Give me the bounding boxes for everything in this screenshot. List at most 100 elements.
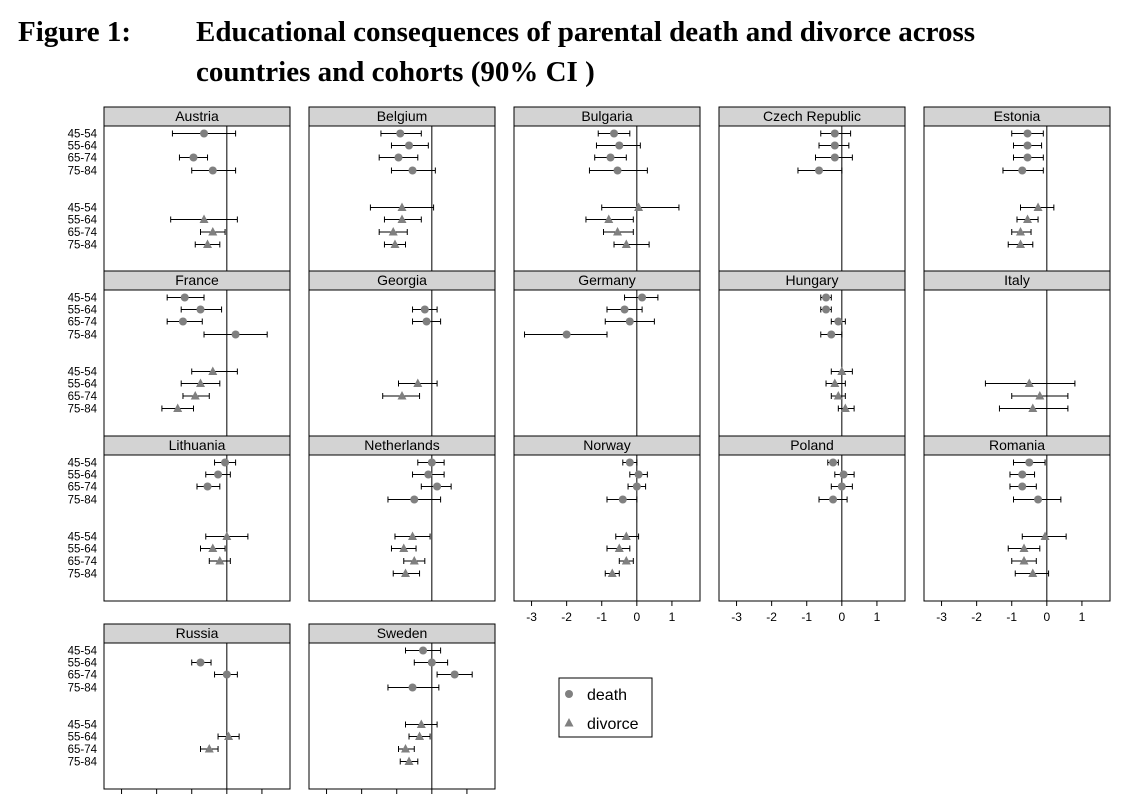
y-tick-label: 45-54 — [68, 293, 98, 305]
y-tick-label: 55-64 — [68, 544, 98, 556]
death-point — [196, 658, 205, 667]
y-tick-label: 65-74 — [68, 482, 98, 494]
death-point — [408, 683, 417, 692]
y-tick-label: 65-74 — [68, 317, 98, 329]
death-point — [222, 670, 231, 679]
y-tick-label: 45-54 — [68, 203, 98, 215]
divorce-point — [397, 214, 407, 223]
panel-title: Netherlands — [364, 437, 440, 453]
panel-title: Russia — [176, 625, 219, 641]
y-tick-label: 45-54 — [68, 532, 98, 544]
y-tick-label: 55-64 — [68, 470, 98, 482]
divorce-point — [604, 214, 614, 223]
y-tick-label: 65-74 — [68, 227, 98, 239]
death-point — [625, 458, 634, 467]
death-point — [822, 293, 831, 302]
panel-frame — [103, 642, 291, 790]
y-tick-label: 75-84 — [68, 683, 98, 695]
divorce-point — [1028, 403, 1038, 412]
divorce-point — [208, 227, 218, 236]
divorce-point — [833, 391, 843, 400]
y-tick-label: 55-64 — [68, 379, 98, 391]
panel-frame — [718, 289, 906, 437]
x-tick-label: 1 — [669, 610, 676, 624]
legend: death divorce — [558, 677, 653, 738]
panel-france: France45-5445-5455-6455-6465-7465-7475-8… — [68, 270, 291, 437]
panel-georgia: Georgia — [308, 270, 496, 437]
divorce-point — [208, 543, 218, 552]
divorce-point — [1019, 556, 1029, 565]
y-tick-label: 75-84 — [68, 757, 98, 769]
death-point — [189, 153, 198, 162]
death-point — [394, 153, 403, 162]
y-tick-label: 75-84 — [68, 404, 98, 416]
death-point — [815, 166, 824, 175]
divorce-point — [397, 391, 407, 400]
death-point — [615, 141, 624, 150]
divorce-point — [173, 403, 183, 412]
divorce-point — [203, 239, 213, 248]
x-tick-label: -3 — [936, 610, 947, 624]
divorce-point — [390, 239, 400, 248]
x-tick-label: -2 — [971, 610, 982, 624]
divorce-point — [190, 391, 200, 400]
panel-frame — [923, 289, 1111, 437]
y-tick-label: 65-74 — [68, 153, 98, 165]
panel-frame — [308, 289, 496, 437]
panel-frame — [923, 454, 1111, 602]
death-point — [424, 470, 433, 479]
death-point — [203, 482, 212, 491]
y-tick-label: 45-54 — [68, 458, 98, 470]
x-tick-label: 0 — [838, 610, 845, 624]
panel-title: Norway — [583, 437, 630, 453]
x-tick-label: -3 — [526, 610, 537, 624]
y-tick-label: 45-54 — [68, 129, 98, 141]
divorce-point — [199, 214, 209, 223]
x-tick-label: -2 — [561, 610, 572, 624]
panel-frame — [103, 454, 291, 602]
panel-title: Estonia — [994, 108, 1041, 124]
y-tick-label: 45-54 — [68, 367, 98, 379]
legend-label: divorce — [587, 716, 639, 733]
death-point — [827, 330, 836, 339]
death-point — [408, 166, 417, 175]
panel-frame — [103, 289, 291, 437]
panel-russia: Russia45-5445-5455-6455-6465-7465-7475-8… — [68, 623, 291, 799]
death-point — [396, 129, 405, 138]
death-point — [419, 646, 428, 655]
x-tick-label: 0 — [1043, 610, 1050, 624]
x-tick-label: -2 — [766, 610, 777, 624]
y-tick-label: 55-64 — [68, 658, 98, 670]
x-tick-label: -1 — [1006, 610, 1017, 624]
divorce-point — [224, 731, 234, 740]
divorce-point — [621, 239, 631, 248]
divorce-point — [837, 366, 847, 375]
divorce-point — [415, 731, 425, 740]
death-point — [829, 495, 838, 504]
panel-belgium: Belgium — [308, 106, 496, 273]
death-point — [1023, 141, 1032, 150]
legend-label: death — [587, 687, 627, 704]
death-point — [1018, 166, 1027, 175]
divorce-point — [408, 531, 418, 540]
y-tick-label: 75-84 — [68, 569, 98, 581]
death-point — [214, 470, 223, 479]
death-point — [427, 658, 436, 667]
panel-sweden: Sweden-3-2-101 — [308, 623, 496, 799]
panel-frame — [103, 125, 291, 273]
panel-romania: Romania -3 -2 -1 0 1 — [923, 435, 1111, 624]
y-tick-label: 55-64 — [68, 215, 98, 227]
panel-title: Sweden — [377, 625, 428, 641]
panel-title: Romania — [989, 437, 1045, 453]
y-tick-label: 55-64 — [68, 141, 98, 153]
panel-frame — [308, 642, 496, 790]
divorce-point — [388, 227, 398, 236]
panel-title: Italy — [1004, 272, 1030, 288]
panel-title: France — [175, 272, 219, 288]
divorce-point — [416, 719, 426, 728]
panel-estonia: Estonia — [923, 106, 1111, 273]
divorce-point — [401, 744, 411, 753]
figure-title: Educational consequences of parental dea… — [196, 16, 976, 88]
death-point — [822, 305, 831, 314]
death-point — [562, 330, 571, 339]
